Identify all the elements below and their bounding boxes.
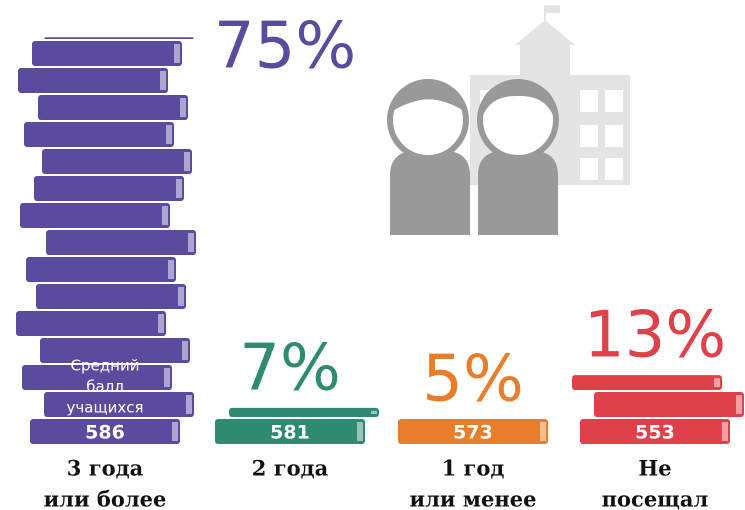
book-pages xyxy=(166,125,172,144)
book xyxy=(24,122,174,147)
score: 581 xyxy=(270,422,310,444)
book-pages xyxy=(180,98,186,117)
book-pages xyxy=(186,395,192,414)
score: 586 xyxy=(85,422,125,444)
percent-label: 75% xyxy=(214,10,356,84)
book xyxy=(36,284,186,309)
category-label: 1 год xyxy=(442,456,505,481)
book xyxy=(42,149,192,174)
book-pages xyxy=(540,422,546,441)
category-label: 3 года xyxy=(67,456,144,481)
category-label: или более xyxy=(44,487,167,510)
book xyxy=(572,375,722,390)
book-pages xyxy=(172,422,178,441)
category-label: или менее xyxy=(410,487,537,510)
book-pages xyxy=(168,260,174,279)
category-label: посещал xyxy=(602,487,709,510)
book-pages xyxy=(722,422,728,441)
book-pages xyxy=(162,206,168,225)
book-pages xyxy=(182,341,188,360)
book xyxy=(18,68,168,93)
book xyxy=(20,203,170,228)
book-pages xyxy=(188,233,194,252)
percent-label: 5% xyxy=(422,342,524,416)
book-pages xyxy=(158,314,164,333)
book xyxy=(229,408,379,417)
book-pages xyxy=(160,71,166,90)
score-note: Средний xyxy=(71,357,140,375)
score-note: учащихся xyxy=(67,399,144,417)
book xyxy=(44,37,194,39)
book xyxy=(32,41,182,66)
score: 553 xyxy=(635,422,675,444)
book xyxy=(26,257,176,282)
percent-label: 7% xyxy=(239,331,341,405)
book-pages xyxy=(736,395,742,414)
book xyxy=(594,392,744,417)
book-pages xyxy=(371,411,377,414)
book xyxy=(16,311,166,336)
book-pages xyxy=(164,368,170,387)
category-label: 2 года xyxy=(252,456,329,481)
book-pages xyxy=(178,287,184,306)
score-note: балл xyxy=(86,378,124,396)
book xyxy=(46,230,196,255)
book-pages xyxy=(357,422,363,441)
category-label: Не xyxy=(638,456,671,481)
book xyxy=(38,95,188,120)
percent-label: 13% xyxy=(584,299,726,373)
book-pages xyxy=(714,378,720,387)
book-pages xyxy=(176,179,182,198)
infographic: 75% 586 3 года или более 7% 581 2 года 5% 573 1 г… xyxy=(0,0,745,510)
book-pages xyxy=(184,152,190,171)
book-pages xyxy=(186,40,192,41)
score: 573 xyxy=(453,422,493,444)
book xyxy=(34,176,184,201)
book-pages xyxy=(174,44,180,63)
